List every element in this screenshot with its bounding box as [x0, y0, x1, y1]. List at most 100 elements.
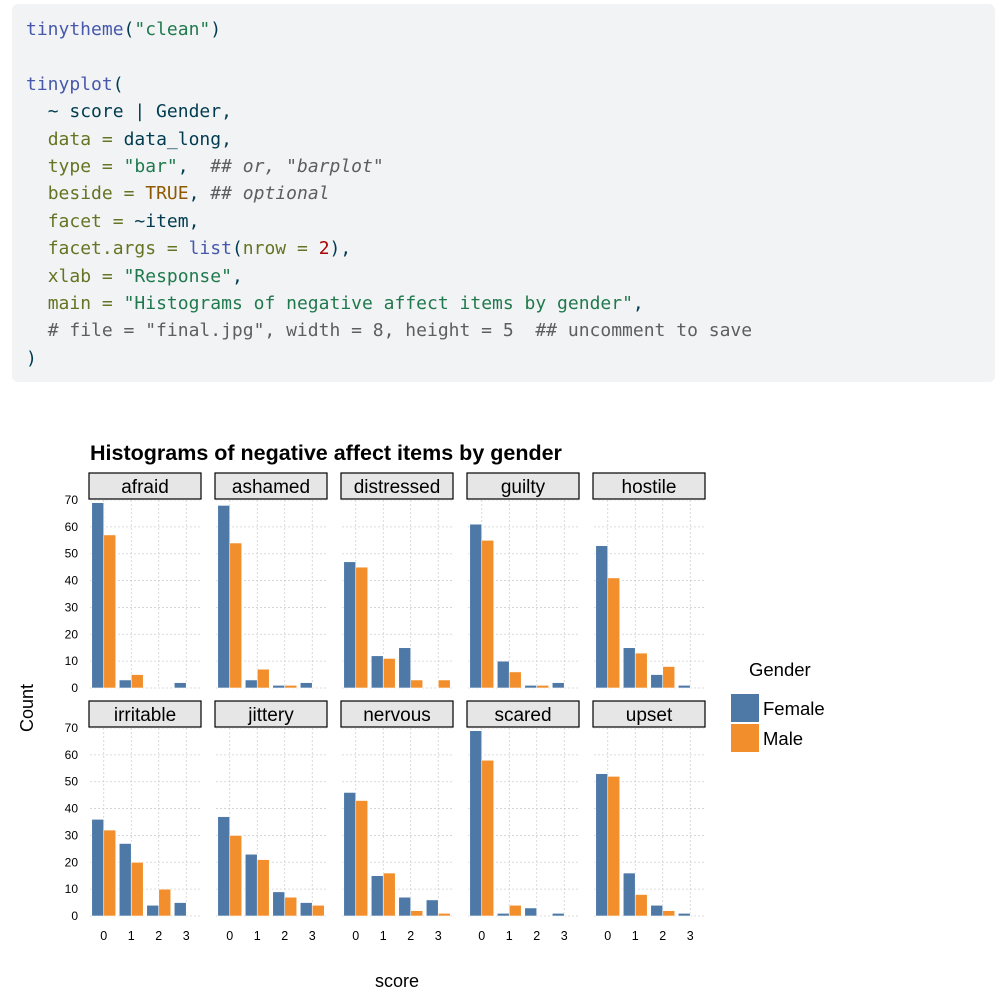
bar-male — [158, 888, 172, 917]
facet-panel-scared: scared 0 1 2 3 — [466, 700, 580, 943]
y-tick-label: 70 — [65, 493, 79, 507]
y-tick-label: 30 — [65, 600, 79, 614]
y-tick-label: 50 — [65, 775, 79, 789]
y-tick-label: 50 — [65, 547, 79, 561]
x-tick-label: 0 — [226, 929, 233, 943]
code-arg: facet — [47, 210, 102, 232]
bar-male — [130, 674, 144, 689]
y-tick-label: 10 — [65, 654, 79, 668]
bar-female — [370, 875, 384, 917]
facet-panel-distressed: distressed — [340, 472, 454, 689]
bar-female — [622, 872, 636, 917]
bar-male — [256, 859, 270, 917]
bar-female — [299, 682, 313, 689]
code-arg: nrow — [242, 238, 287, 260]
code-block: tinytheme("clean") tinyplot( ~ score | G… — [12, 4, 995, 382]
facet-panel-nervous: nervous 0 1 2 3 — [340, 700, 454, 943]
bar-male — [284, 896, 298, 917]
legend-label-male: Male — [763, 728, 803, 749]
x-tick-label: 3 — [435, 929, 442, 943]
code-value: ~item, — [134, 210, 200, 232]
legend-swatch-female — [731, 694, 759, 722]
y-tick-label: 20 — [65, 627, 79, 641]
code-bool: TRUE — [145, 183, 189, 205]
facet-strip-label: ashamed — [232, 477, 310, 498]
bar-male — [103, 829, 117, 917]
bar-male — [662, 666, 676, 689]
y-tick-label: 70 — [65, 721, 79, 735]
bar-female — [496, 660, 510, 689]
bar-female — [551, 913, 565, 917]
bar-female — [272, 891, 286, 917]
bar-female — [343, 561, 357, 689]
bar-male — [536, 685, 550, 689]
bar-male — [481, 539, 495, 689]
bar-female — [469, 523, 483, 689]
bar-female — [370, 655, 384, 689]
bar-male — [382, 658, 396, 689]
bar-female — [91, 819, 105, 917]
x-tick-label: 3 — [309, 929, 316, 943]
bar-male — [662, 910, 676, 917]
bar-female — [398, 647, 412, 689]
bar-female — [496, 913, 510, 917]
y-tick-label: 40 — [65, 574, 79, 588]
x-tick-label: 2 — [281, 929, 288, 943]
facet-strip-label: guilty — [501, 477, 546, 498]
x-tick-label: 3 — [561, 929, 568, 943]
facet-strip — [466, 472, 580, 500]
code-arg: type — [47, 156, 92, 178]
code-arg: beside — [47, 183, 113, 205]
facet-strip — [88, 472, 202, 500]
bar-male — [229, 542, 243, 689]
bar-female — [469, 730, 483, 917]
bar-male — [311, 904, 325, 917]
x-tick-label: 0 — [352, 929, 359, 943]
facet-panel-irritable: irritable 0 10 20 30 40 50 60 70 0 1 2 3 — [65, 700, 202, 943]
bar-female — [524, 907, 538, 917]
x-tick-label: 1 — [506, 929, 513, 943]
code-fn: tinyplot — [26, 73, 113, 95]
y-tick-label: 10 — [65, 882, 79, 896]
code-comment: # file = "final.jpg", width = 8, height … — [47, 320, 753, 342]
facet-strip-label: distressed — [354, 477, 441, 498]
facet-panel-afraid: afraid 0 10 20 30 40 50 60 70 — [65, 472, 202, 695]
bar-female — [272, 685, 286, 689]
code-string: "Response" — [123, 265, 232, 287]
legend: Gender Female Male — [731, 659, 825, 752]
bar-male — [607, 577, 621, 689]
x-tick-label: 3 — [687, 929, 694, 943]
code-string: "clean" — [134, 19, 211, 40]
code-number: 2 — [318, 238, 330, 260]
facet-strip-label: upset — [626, 705, 673, 726]
bar-female — [173, 682, 187, 689]
bar-male — [607, 776, 621, 917]
bar-male — [508, 671, 522, 689]
bar-female — [118, 679, 132, 689]
x-tick-label: 2 — [155, 929, 162, 943]
y-tick-label: 0 — [71, 681, 78, 695]
bar-male — [130, 861, 144, 917]
bar-male — [634, 652, 648, 689]
bar-female — [217, 816, 231, 917]
bar-male — [355, 800, 369, 917]
bar-female — [595, 773, 609, 917]
facet-strip-label: scared — [494, 705, 551, 726]
x-tick-label: 3 — [183, 929, 190, 943]
bar-female — [244, 853, 258, 917]
facet-strip-label: hostile — [622, 477, 677, 498]
x-tick-label: 0 — [478, 929, 485, 943]
x-tick-label: 2 — [659, 929, 666, 943]
facet-strip-label: irritable — [114, 705, 176, 726]
bar-female — [343, 792, 357, 917]
x-tick-label: 1 — [254, 929, 261, 943]
x-tick-label: 1 — [380, 929, 387, 943]
legend-title: Gender — [749, 659, 811, 680]
code-formula: ~ score | Gender, — [47, 101, 232, 123]
x-tick-label: 0 — [604, 929, 611, 943]
facet-panel-guilty: guilty — [466, 472, 580, 689]
bar-male — [103, 534, 117, 689]
code-comment: ## or, "barplot" — [210, 156, 384, 178]
bar-male — [382, 872, 396, 917]
